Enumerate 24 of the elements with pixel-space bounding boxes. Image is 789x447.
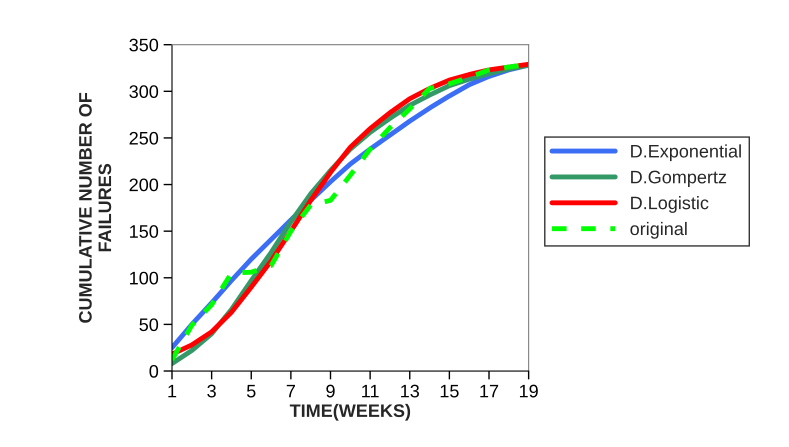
x-tick-label: 15 bbox=[440, 384, 459, 398]
legend-label: original bbox=[630, 222, 687, 239]
y-tick-label: 150 bbox=[130, 225, 158, 238]
x-tick-label: 5 bbox=[246, 384, 256, 398]
y-axis-title: CUMULATIVE NUMBER OF FAILURES bbox=[78, 92, 112, 323]
y-tick-label: 250 bbox=[130, 132, 158, 145]
x-tick-label: 19 bbox=[520, 384, 538, 398]
y-tick-label: 200 bbox=[130, 178, 158, 192]
y-tick-label: 300 bbox=[129, 85, 158, 98]
y-tick-label: 100 bbox=[130, 272, 158, 284]
legend-label: D.Gompertz bbox=[631, 170, 726, 188]
x-tick-label: 17 bbox=[480, 384, 498, 398]
x-tick-label: 7 bbox=[286, 384, 295, 398]
y-tick-label: 350 bbox=[129, 38, 158, 52]
x-axis-title: TIME(WEEKS) bbox=[290, 404, 410, 421]
legend-label: D.Exponential bbox=[631, 144, 741, 162]
x-tick-label: 3 bbox=[207, 384, 216, 398]
x-tick-label: 1 bbox=[168, 384, 176, 398]
x-tick-label: 13 bbox=[401, 384, 420, 398]
x-tick-label: 11 bbox=[362, 384, 379, 398]
legend-label: D.Logistic bbox=[631, 196, 708, 213]
x-tick-label: 9 bbox=[326, 384, 335, 398]
y-tick-label: 50 bbox=[139, 318, 158, 332]
y-tick-label: 0 bbox=[149, 364, 158, 378]
